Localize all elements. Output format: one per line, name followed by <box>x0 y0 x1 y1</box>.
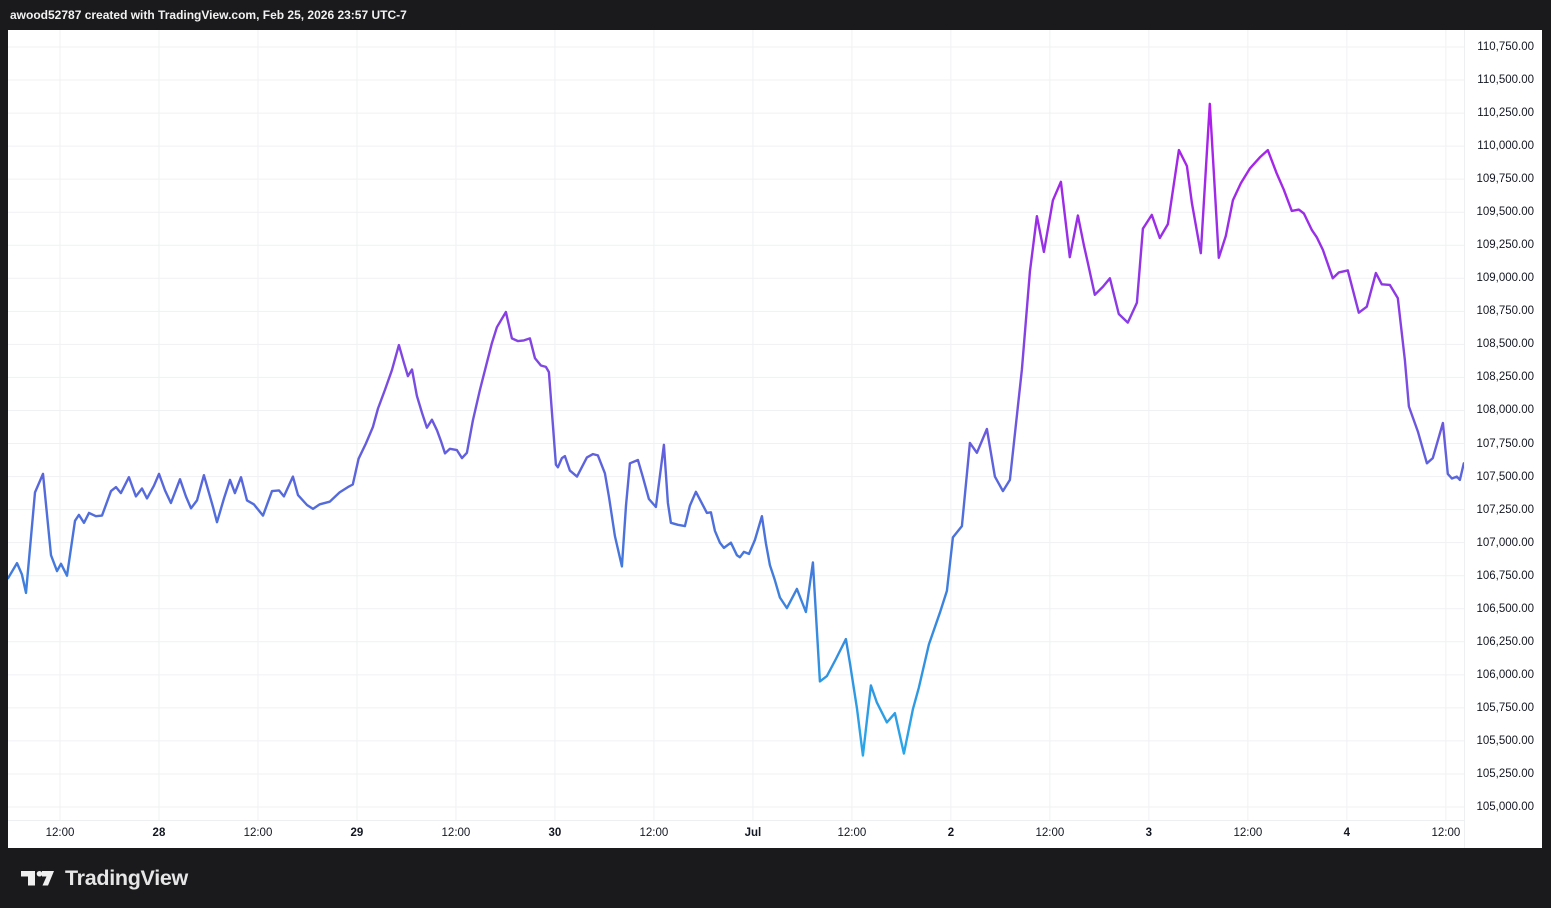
price-line-series <box>8 102 1464 757</box>
time-tick-label: 12:00 <box>1431 827 1461 839</box>
price-tick-label: 110,750.00 <box>1477 41 1534 53</box>
snapshot-attribution-text: awood52787 created with TradingView.com,… <box>10 8 407 22</box>
title-bar: awood52787 created with TradingView.com,… <box>0 0 1551 30</box>
price-tick-label: 105,000.00 <box>1476 801 1534 813</box>
chart-area: 110,750.00 110,500.00 110,250.00 110,000.00… <box>8 30 1542 848</box>
time-tick-label: 12:00 <box>1233 827 1263 839</box>
time-tick-label: 28 <box>152 827 166 839</box>
time-tick-label: 29 <box>350 827 364 839</box>
tradingview-logo[interactable]: TradingView <box>20 866 188 891</box>
price-tick-label: 109,500.00 <box>1476 206 1534 219</box>
price-scale[interactable]: 110,750.00 110,500.00 110,250.00 110,000.00… <box>1464 30 1542 848</box>
price-tick-label: 106,000.00 <box>1476 668 1534 681</box>
time-tick-label: 12:00 <box>441 827 471 839</box>
price-tick-label: 106,250.00 <box>1476 635 1534 648</box>
time-tick-label: 4 <box>1343 827 1351 839</box>
time-tick-label: Jul <box>744 827 762 839</box>
price-tick-label: 108,250.00 <box>1476 371 1534 384</box>
chart-plot[interactable] <box>8 30 1464 820</box>
price-line-chart <box>8 30 1464 820</box>
price-tick-label: 107,000.00 <box>1476 536 1534 549</box>
time-tick-label: 12:00 <box>837 827 867 839</box>
price-tick-label: 107,500.00 <box>1476 470 1534 483</box>
price-tick-label: 107,250.00 <box>1476 503 1534 516</box>
price-tick-label: 109,250.00 <box>1476 239 1534 252</box>
time-tick-label: 12:00 <box>243 827 273 839</box>
time-tick-label: 30 <box>548 827 562 839</box>
price-tick-label: 110,250.00 <box>1477 107 1534 120</box>
time-axis[interactable]: 12:00 28 12:00 29 12:00 30 12:00 Jul 12:00 2 12:00… <box>8 820 1464 848</box>
price-tick-label: 108,750.00 <box>1476 305 1534 318</box>
price-tick-label: 108,500.00 <box>1476 338 1534 351</box>
price-tick-label: 110,500.00 <box>1477 74 1534 87</box>
time-tick-label: 2 <box>947 827 955 839</box>
price-tick-label: 108,000.00 <box>1476 404 1534 417</box>
price-tick-label: 105,250.00 <box>1476 767 1534 780</box>
price-tick-label: 109,000.00 <box>1476 272 1534 285</box>
tradingview-logo-icon <box>21 870 54 886</box>
footer-bar: TradingView <box>0 848 1551 908</box>
price-tick-label: 106,500.00 <box>1476 602 1534 615</box>
price-tick-label: 109,750.00 <box>1476 173 1534 186</box>
price-tick-label: 105,500.00 <box>1476 734 1534 747</box>
price-tick-label: 105,750.00 <box>1476 701 1534 714</box>
time-tick-label: 12:00 <box>639 827 669 839</box>
tradingview-brand-text: TradingView <box>65 865 188 890</box>
time-tick-label: 12:00 <box>1035 827 1065 839</box>
price-tick-label: 106,750.00 <box>1476 569 1534 582</box>
price-tick-label: 107,750.00 <box>1476 437 1534 450</box>
time-tick-label: 3 <box>1145 827 1153 839</box>
price-tick-label: 110,000.00 <box>1477 140 1534 153</box>
time-tick-label: 12:00 <box>45 827 75 839</box>
